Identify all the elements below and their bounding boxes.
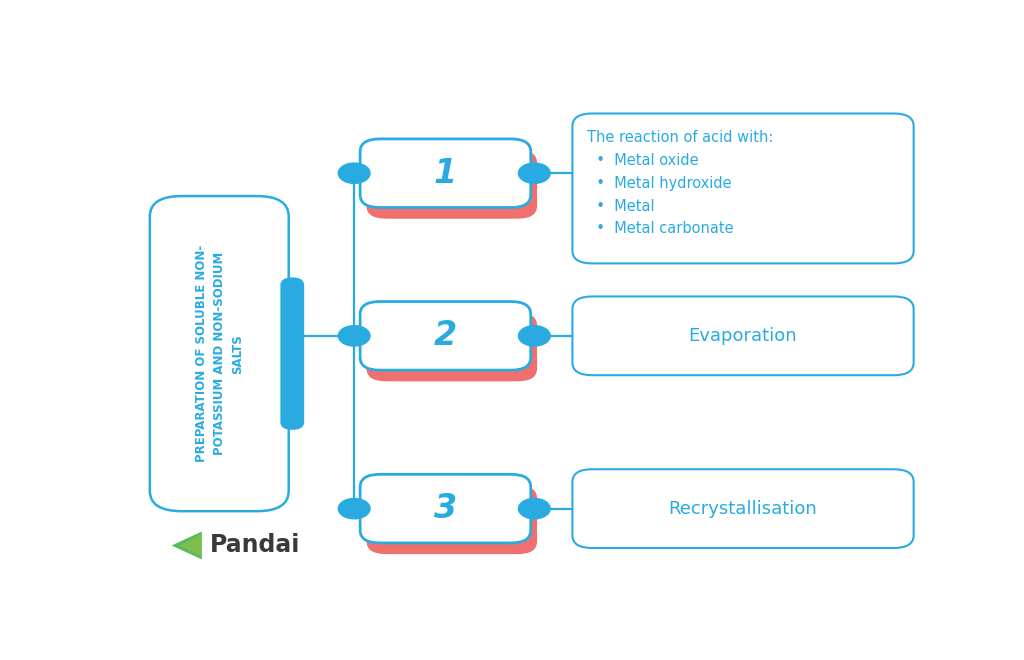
FancyBboxPatch shape	[367, 313, 538, 381]
FancyBboxPatch shape	[281, 277, 304, 430]
FancyBboxPatch shape	[360, 475, 530, 543]
Polygon shape	[172, 531, 202, 560]
Text: 1: 1	[434, 156, 457, 189]
FancyBboxPatch shape	[367, 150, 538, 218]
Circle shape	[338, 163, 370, 183]
Polygon shape	[179, 535, 202, 556]
FancyBboxPatch shape	[360, 139, 530, 207]
FancyBboxPatch shape	[572, 296, 913, 376]
Text: Evaporation: Evaporation	[689, 327, 798, 345]
Circle shape	[338, 325, 370, 346]
Circle shape	[338, 498, 370, 519]
Text: 3: 3	[434, 492, 457, 525]
Text: Pandai: Pandai	[210, 533, 300, 558]
FancyBboxPatch shape	[150, 196, 289, 511]
Text: 2: 2	[434, 319, 457, 352]
FancyBboxPatch shape	[360, 302, 530, 370]
Text: Recrystallisation: Recrystallisation	[669, 500, 817, 517]
Text: PREPARATION OF SOLUBLE NON-
POTASSIUM AND NON-SODIUM
SALTS: PREPARATION OF SOLUBLE NON- POTASSIUM AN…	[195, 245, 244, 462]
Circle shape	[518, 325, 550, 346]
Circle shape	[518, 163, 550, 183]
FancyBboxPatch shape	[572, 469, 913, 548]
FancyBboxPatch shape	[367, 486, 538, 554]
Text: The reaction of acid with:
  •  Metal oxide
  •  Metal hydroxide
  •  Metal
  • : The reaction of acid with: • Metal oxide…	[587, 130, 773, 236]
Circle shape	[518, 498, 550, 519]
FancyBboxPatch shape	[572, 114, 913, 263]
